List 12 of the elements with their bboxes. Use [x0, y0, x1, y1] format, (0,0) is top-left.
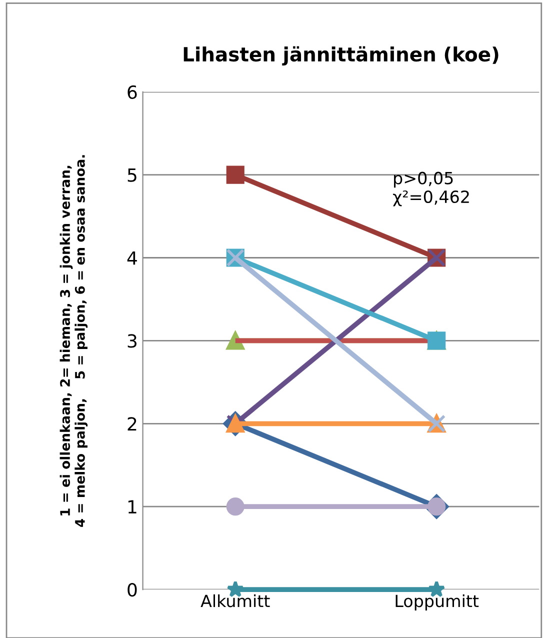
y-tick-label: 3	[128, 334, 136, 348]
y-axis-title: 1 = ei ollenkaan, 2= hieman, 3 = jonkin verran, 4 = melko paljon, 5 = paljon, 6 = en osaa sanoa.	[60, 155, 88, 527]
y-tick-label: 6	[128, 85, 137, 99]
x-tick-label: Alkumitt	[200, 594, 270, 608]
y-tick-label: 0	[128, 582, 137, 597]
x-tick-label: Loppumitt	[396, 594, 479, 611]
annotation: p>0,05 χ²=0,462	[393, 172, 469, 206]
y-tick-label: 4	[127, 251, 137, 265]
y-tick-label: 2	[128, 417, 136, 430]
chart-title: Lihasten jännittäminen (koe)	[184, 46, 498, 66]
y-tick-label: 1	[128, 500, 136, 514]
y-tick-label: 5	[128, 168, 136, 182]
